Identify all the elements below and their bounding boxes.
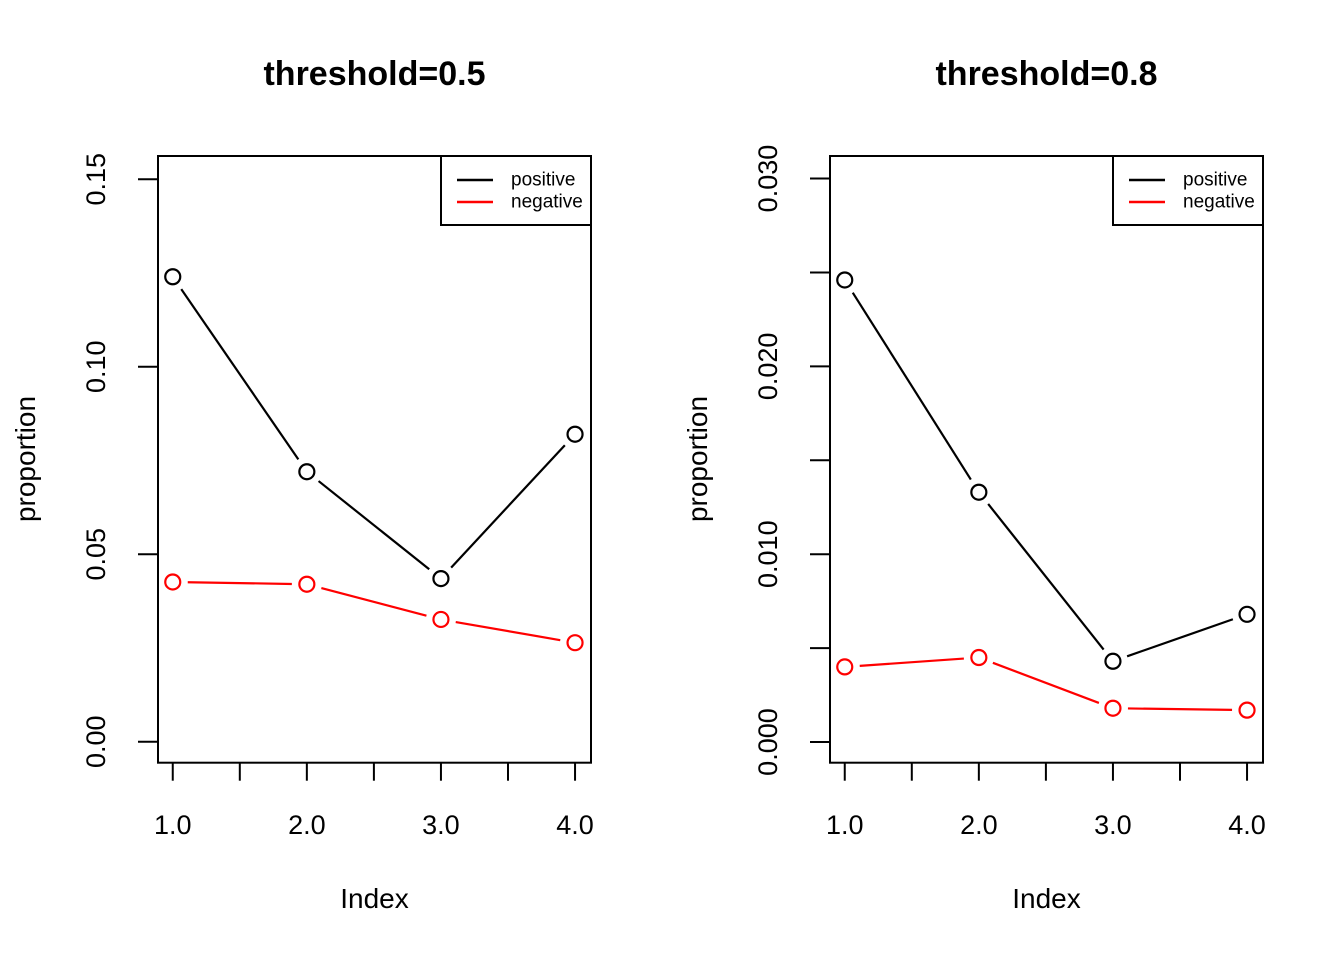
series-negative-point xyxy=(1238,701,1256,719)
plot-box xyxy=(829,155,1264,764)
x-axis-title: Index xyxy=(340,883,409,914)
plot-area: 1.0 2.0 3.0 4.0 0.00 0.05 0.10 0.15 positivenega… xyxy=(81,153,594,840)
series-positive-point xyxy=(1238,605,1256,623)
x-tick-label: 1.0 xyxy=(154,810,192,840)
x-tick-label: 2.0 xyxy=(288,810,326,840)
y-tick-label: 0.000 xyxy=(753,708,783,776)
series-positive-segment xyxy=(1126,618,1234,658)
series-negative-segment xyxy=(859,657,964,667)
legend-box xyxy=(1112,155,1264,226)
series-positive-segment xyxy=(180,288,300,460)
series-negative-point xyxy=(566,634,584,652)
series-negative-point xyxy=(432,610,450,629)
x-tick-label: 3.0 xyxy=(1094,810,1132,840)
y-tick-label: 0.05 xyxy=(81,528,111,581)
y-tick-label: 0.020 xyxy=(753,333,783,401)
series-negative-point xyxy=(164,573,182,591)
series-negative-segment xyxy=(1127,707,1233,711)
legend-label-negative: negative xyxy=(1183,192,1255,213)
series-positive-point xyxy=(566,425,584,443)
series-positive-segment xyxy=(317,480,430,571)
plot-box xyxy=(157,155,592,764)
x-tick-label: 4.0 xyxy=(556,810,594,840)
series-negative-point xyxy=(298,575,316,593)
chart-title: threshold=0.8 xyxy=(935,55,1158,93)
series-negative-point xyxy=(1104,699,1122,717)
series-negative-point xyxy=(970,648,988,667)
series-positive-segment xyxy=(987,503,1105,651)
series-negative-segment xyxy=(992,661,1100,704)
series-positive-point xyxy=(298,463,316,481)
series-positive-segment xyxy=(450,444,566,569)
series-negative-segment xyxy=(321,586,427,617)
x-tick-label: 1.0 xyxy=(826,810,864,840)
x-tick-label: 2.0 xyxy=(960,810,998,840)
series-positive-point xyxy=(836,271,854,289)
series-positive-point xyxy=(432,569,450,588)
legend-label-positive: positive xyxy=(1183,170,1247,191)
y-tick-label: 0.15 xyxy=(81,153,111,206)
plot-area: 1.0 2.0 3.0 4.0 0.000 0.010 0.020 0.030 positive… xyxy=(753,145,1266,840)
panel-threshold-0.5: threshold=0.5 proportion Index 1.0 2.0 3.0… xyxy=(10,55,594,914)
x-tick-label: 3.0 xyxy=(422,810,460,840)
y-tick-label: 0.00 xyxy=(81,715,111,768)
series-positive-point xyxy=(970,483,988,501)
legend-label-negative: negative xyxy=(511,192,583,213)
y-tick-label: 0.010 xyxy=(753,520,783,588)
series-positive-point xyxy=(1104,652,1122,670)
series-positive-point xyxy=(164,268,182,286)
y-tick-label: 0.030 xyxy=(753,145,783,213)
x-axis-title: Index xyxy=(1012,883,1081,914)
legend-label-positive: positive xyxy=(511,170,575,191)
series-negative-segment xyxy=(455,620,561,642)
series-positive-segment xyxy=(851,292,972,481)
legend-box xyxy=(440,155,592,226)
chart-title: threshold=0.5 xyxy=(263,55,486,93)
y-tick-label: 0.10 xyxy=(81,340,111,393)
series-negative-segment xyxy=(187,581,292,586)
series-negative-point xyxy=(836,658,854,676)
x-tick-label: 4.0 xyxy=(1228,810,1266,840)
panel-threshold-0.8: threshold=0.8 proportion Index 1.0 2.0 3.0… xyxy=(672,0,1344,960)
